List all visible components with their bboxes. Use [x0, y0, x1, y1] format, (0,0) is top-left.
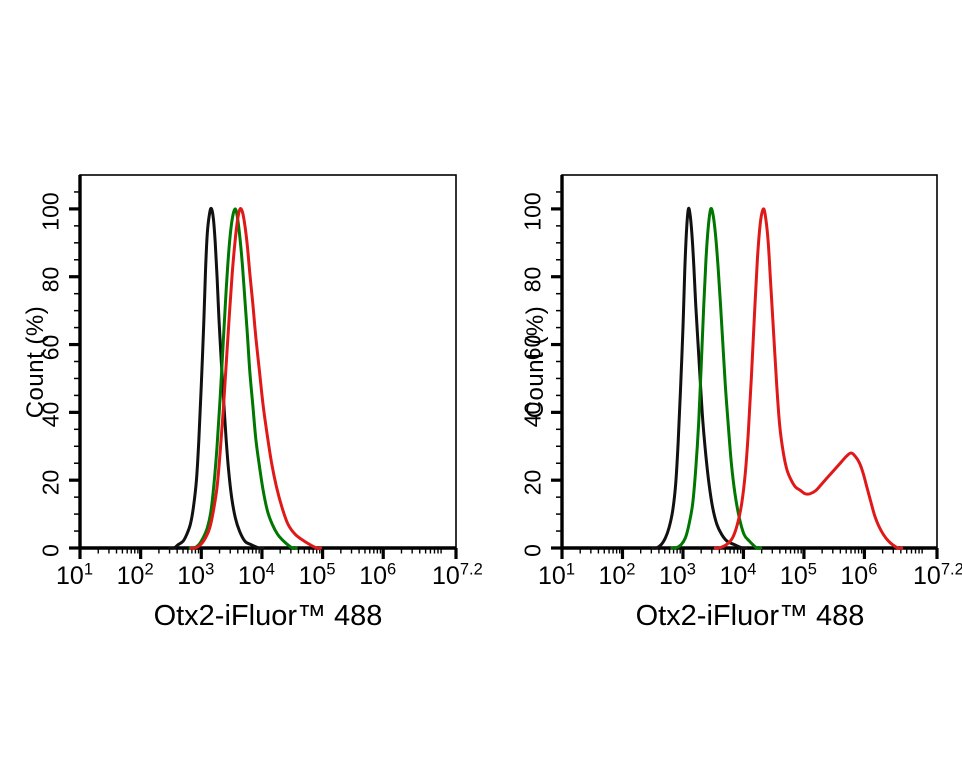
x-tick-label: 102: [116, 560, 154, 590]
plot-canvas-left: [69, 174, 458, 559]
x-tick-label: 101: [56, 560, 93, 590]
y-tick-label: 80: [37, 266, 64, 293]
x-tick-label: 105: [298, 560, 336, 590]
y-tick-label: 40: [519, 402, 546, 428]
x-tick-label: 104: [719, 560, 757, 590]
curve-group-left: [168, 206, 323, 550]
histogram-curve-red: [713, 207, 904, 550]
histogram-curve-red: [189, 207, 323, 550]
y-tick-label: 20: [37, 469, 64, 496]
y-tick-label: 60: [519, 334, 546, 360]
x-tick-label: 102: [598, 560, 636, 590]
y-tick-label: 20: [519, 469, 546, 496]
x-tick-label: 106: [840, 560, 878, 590]
histogram-curve-green: [670, 207, 763, 550]
x-tick-label: 107.2: [432, 560, 483, 590]
x-tick-label: 106: [359, 560, 397, 590]
axis-group-left: [69, 174, 458, 559]
x-tick-label: 103: [658, 560, 696, 590]
axis-group-right: [551, 174, 939, 559]
x-tick-label: 104: [237, 560, 275, 590]
y-tick-label: 100: [519, 192, 546, 231]
histogram-panel-left: Count (%) Otx2-iFluor™ 488 0 20 40 60 80 100 1…: [22, 174, 483, 632]
y-tick-label: 100: [37, 192, 64, 231]
curve-group-right: [650, 206, 904, 550]
x-axis-title-left: Otx2-iFluor™ 488: [153, 600, 383, 632]
x-axis-title-right: Otx2-iFluor™ 488: [635, 600, 865, 632]
histogram-curve-black: [650, 206, 748, 550]
histogram-curve-black: [168, 206, 265, 550]
y-tick-label: 80: [519, 266, 546, 293]
histogram-panel-right: Count (%) Otx2-iFluor™ 488 0 20 40 60 80 100 1…: [481, 0, 962, 770]
histogram-curve-green: [188, 207, 298, 550]
x-tick-label: 103: [177, 560, 215, 590]
x-tick-label: 105: [779, 560, 817, 590]
x-tick-label: 101: [538, 560, 575, 590]
y-tick-label: 60: [37, 334, 64, 360]
x-tick-label: 107.2: [913, 560, 962, 590]
y-tick-label: 40: [37, 402, 64, 428]
plot-canvas-right: [551, 174, 939, 559]
